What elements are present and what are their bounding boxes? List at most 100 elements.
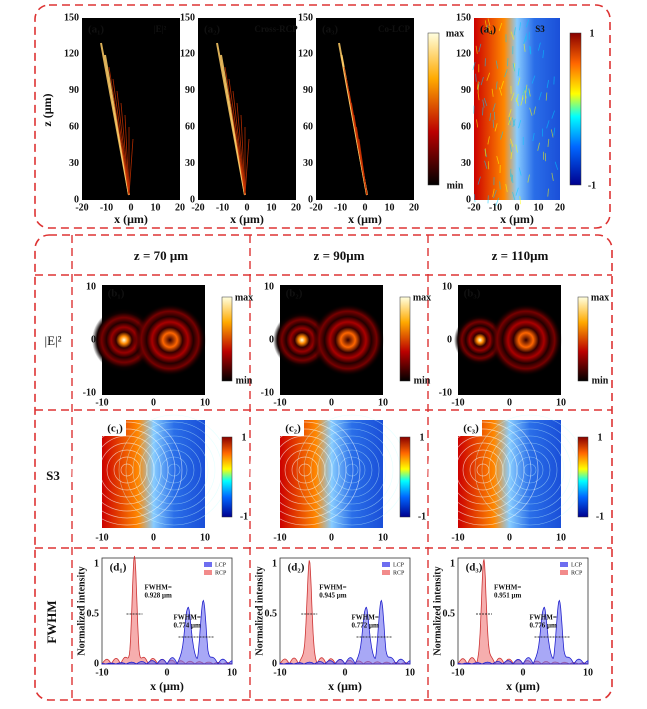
s3-texture (487, 18, 491, 27)
s3-texture (547, 188, 549, 197)
x-tick-label: 10 (151, 202, 161, 213)
s3-texture (528, 88, 531, 97)
y-axis-label: Normalized intensity (76, 566, 87, 655)
s3-texture (525, 84, 528, 93)
s3-texture (489, 112, 492, 122)
legend-swatch (560, 562, 568, 567)
x-tick-label: 0 (329, 532, 334, 543)
s3-texture (504, 68, 508, 78)
label-bg (102, 420, 126, 436)
x-tick-label: 10 (385, 202, 395, 213)
legend-swatch (204, 570, 212, 575)
x-tick-label: 10 (378, 397, 388, 408)
x-tick-label: -10 (95, 397, 108, 408)
s3-texture (512, 191, 516, 201)
s3-texture (512, 63, 516, 72)
panel-label: (b₃) (464, 288, 481, 300)
y-tick-label: 10 (86, 281, 96, 292)
s3-texture (510, 92, 515, 101)
s3-ring (270, 435, 340, 505)
s3-texture (523, 35, 527, 45)
colorbar (569, 32, 582, 186)
s3-ring (85, 428, 169, 512)
colorbar-label: min (236, 375, 253, 386)
s3-ring (99, 442, 155, 498)
s3-texture (518, 167, 522, 176)
x-tick-label: 0 (165, 667, 170, 678)
s3-texture (519, 22, 521, 31)
colorbar-label: 1 (590, 28, 595, 39)
y-tick-label: 0.5 (265, 608, 278, 619)
s3-texture (510, 150, 513, 160)
s3-ring (434, 421, 532, 519)
x-tick-label: 10 (200, 532, 210, 543)
y-tick-label: 30 (303, 158, 313, 169)
s3-texture (493, 190, 497, 199)
x-axis-label: x (μm) (150, 679, 184, 693)
beam-streak (128, 138, 134, 196)
beam-streak (228, 78, 246, 196)
y-tick-label: 120 (298, 49, 313, 60)
s3-ring (139, 435, 209, 505)
s3-texture (484, 20, 488, 29)
fwhm-annotation: FWHM= (352, 614, 379, 622)
colorbar-label: 1 (420, 432, 425, 443)
s3-texture (546, 79, 550, 89)
s3-ring (324, 442, 380, 498)
y-tick-label: 30 (461, 158, 471, 169)
y-tick-label: 0.5 (87, 608, 100, 619)
y-tick-label: 0 (94, 658, 99, 669)
s3-texture (478, 43, 482, 52)
colorbar-label: -1 (588, 180, 596, 191)
s3-texture (551, 172, 554, 181)
x-tick-label: -10 (451, 397, 464, 408)
y-tick-label: 0 (269, 334, 274, 345)
panel-label: (d₂) (288, 562, 305, 574)
s3-texture (509, 138, 514, 147)
focal-spot (134, 304, 206, 376)
legend-swatch (204, 562, 212, 567)
legend-label: RCP (215, 570, 227, 576)
colorbar-label: 1 (242, 432, 247, 443)
s3-texture (498, 87, 503, 96)
s3-texture (500, 80, 504, 90)
x-tick-label: 0 (245, 202, 250, 213)
x-tick-label: -20 (309, 202, 322, 213)
s3-texture (505, 183, 508, 193)
y-tick-label: 0 (190, 194, 195, 205)
s3-texture (499, 181, 501, 190)
colorbar-label: max (413, 292, 431, 303)
legend-swatch (382, 562, 390, 567)
panel-title: Co-LCP (378, 24, 410, 34)
colorbar (577, 436, 589, 518)
s3-texture (494, 123, 498, 132)
s3-texture (495, 60, 499, 69)
beam-streak (232, 90, 246, 196)
x-tick-label: 0 (521, 667, 526, 678)
y-tick-label: 60 (461, 121, 471, 132)
s3-texture (510, 31, 515, 40)
s3-texture (480, 76, 484, 86)
intensity-map (82, 18, 180, 200)
s3-ring (455, 442, 511, 498)
x-tick-label: -20 (191, 202, 204, 213)
beam-streak (120, 102, 130, 196)
s3-ring (310, 428, 394, 512)
s3-texture (525, 33, 527, 42)
x-tick-label: -10 (95, 667, 108, 678)
s3-texture (492, 188, 495, 197)
panel-label: (b₂) (286, 288, 303, 300)
s3-texture (538, 92, 542, 101)
y-tick-label: 90 (303, 85, 313, 96)
colorbar (399, 296, 411, 382)
s3-texture (533, 106, 536, 115)
s3-texture (553, 127, 556, 136)
y-tick-label: 1 (94, 558, 99, 569)
y-tick-label: 30 (69, 158, 79, 169)
s3-texture (527, 174, 530, 183)
label-bg (458, 420, 482, 436)
panel-label: (a₂) (204, 24, 220, 36)
x-tick-label: -10 (100, 202, 113, 213)
y-tick-label: 60 (185, 121, 195, 132)
s3-texture (509, 144, 513, 153)
